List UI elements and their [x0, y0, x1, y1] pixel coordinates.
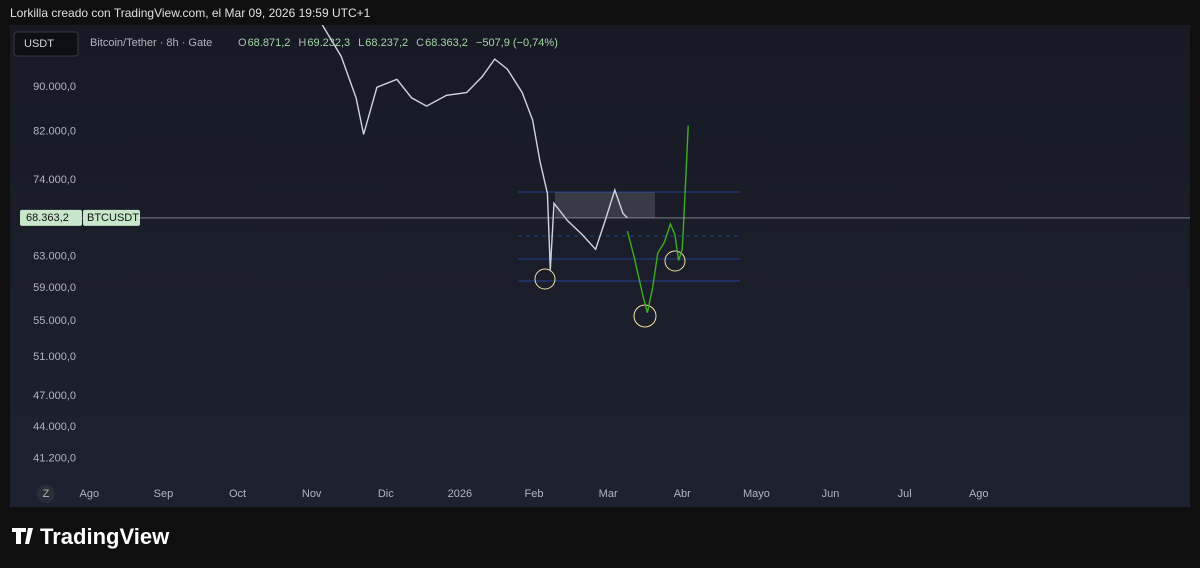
x-tick-label: Sep [154, 488, 174, 500]
price-line [626, 125, 689, 313]
y-tick-label: 47.000,0 [33, 390, 76, 402]
x-tick-label: Jun [822, 488, 840, 500]
currency-button[interactable] [13, 31, 79, 57]
x-tick-label: Mar [599, 488, 618, 500]
y-tick-label: 82.000,0 [33, 125, 76, 137]
ohlc-value: 68.237,2 [365, 37, 408, 49]
ohlc-name: O [238, 37, 247, 49]
ticker-box [83, 209, 140, 226]
currency-label: USDT [24, 38, 54, 50]
ohlc-name: L [358, 37, 364, 49]
last-price-label: 68.363,2 [26, 212, 69, 224]
y-tick-label: 90.000,0 [33, 81, 76, 93]
change: −507,9 (−0,74%) [476, 37, 558, 49]
x-tick-label: 2026 [448, 488, 472, 500]
symbol: Bitcoin/Tether · 8h · Gate [90, 37, 212, 49]
x-tick-label: Jul [898, 488, 912, 500]
x-tick-label: Ago [969, 488, 989, 500]
ohlc-value: 68.871,2 [248, 37, 291, 49]
price-line [321, 25, 628, 270]
y-tick-label: 41.200,0 [33, 452, 76, 464]
y-tick-label: 51.000,0 [33, 351, 76, 363]
header: Lorkilla creado con TradingView.com, el … [10, 6, 371, 20]
footer-logo: TradingView [40, 524, 170, 549]
x-tick-label: Mayo [743, 488, 770, 500]
x-tick-label: Ago [80, 488, 100, 500]
x-tick-label: Abr [674, 488, 691, 500]
y-tick-label: 59.000,0 [33, 282, 76, 294]
y-tick-label: 55.000,0 [33, 315, 76, 327]
ohlc-name: C [416, 37, 424, 49]
y-tick-label: 44.000,0 [33, 421, 76, 433]
y-tick-label: 74.000,0 [33, 174, 76, 186]
x-tick-label: Dic [378, 488, 394, 500]
ticker-label: BTCUSDT [87, 212, 139, 224]
drawings [518, 191, 740, 328]
last-price-box [20, 209, 82, 226]
ohlc-value: 68.363,2 [425, 37, 468, 49]
ohlc-value: 69.232,3 [307, 37, 350, 49]
x-tick-label: Feb [525, 488, 544, 500]
reset-label: Z [43, 488, 50, 500]
chart-panel [10, 25, 1190, 507]
x-tick-label: Oct [229, 488, 246, 500]
ohlc-name: H [298, 37, 306, 49]
y-tick-label: 63.000,0 [33, 251, 76, 263]
x-tick-label: Nov [302, 488, 322, 500]
logo-icon [12, 528, 33, 544]
reset-button[interactable] [37, 485, 55, 503]
